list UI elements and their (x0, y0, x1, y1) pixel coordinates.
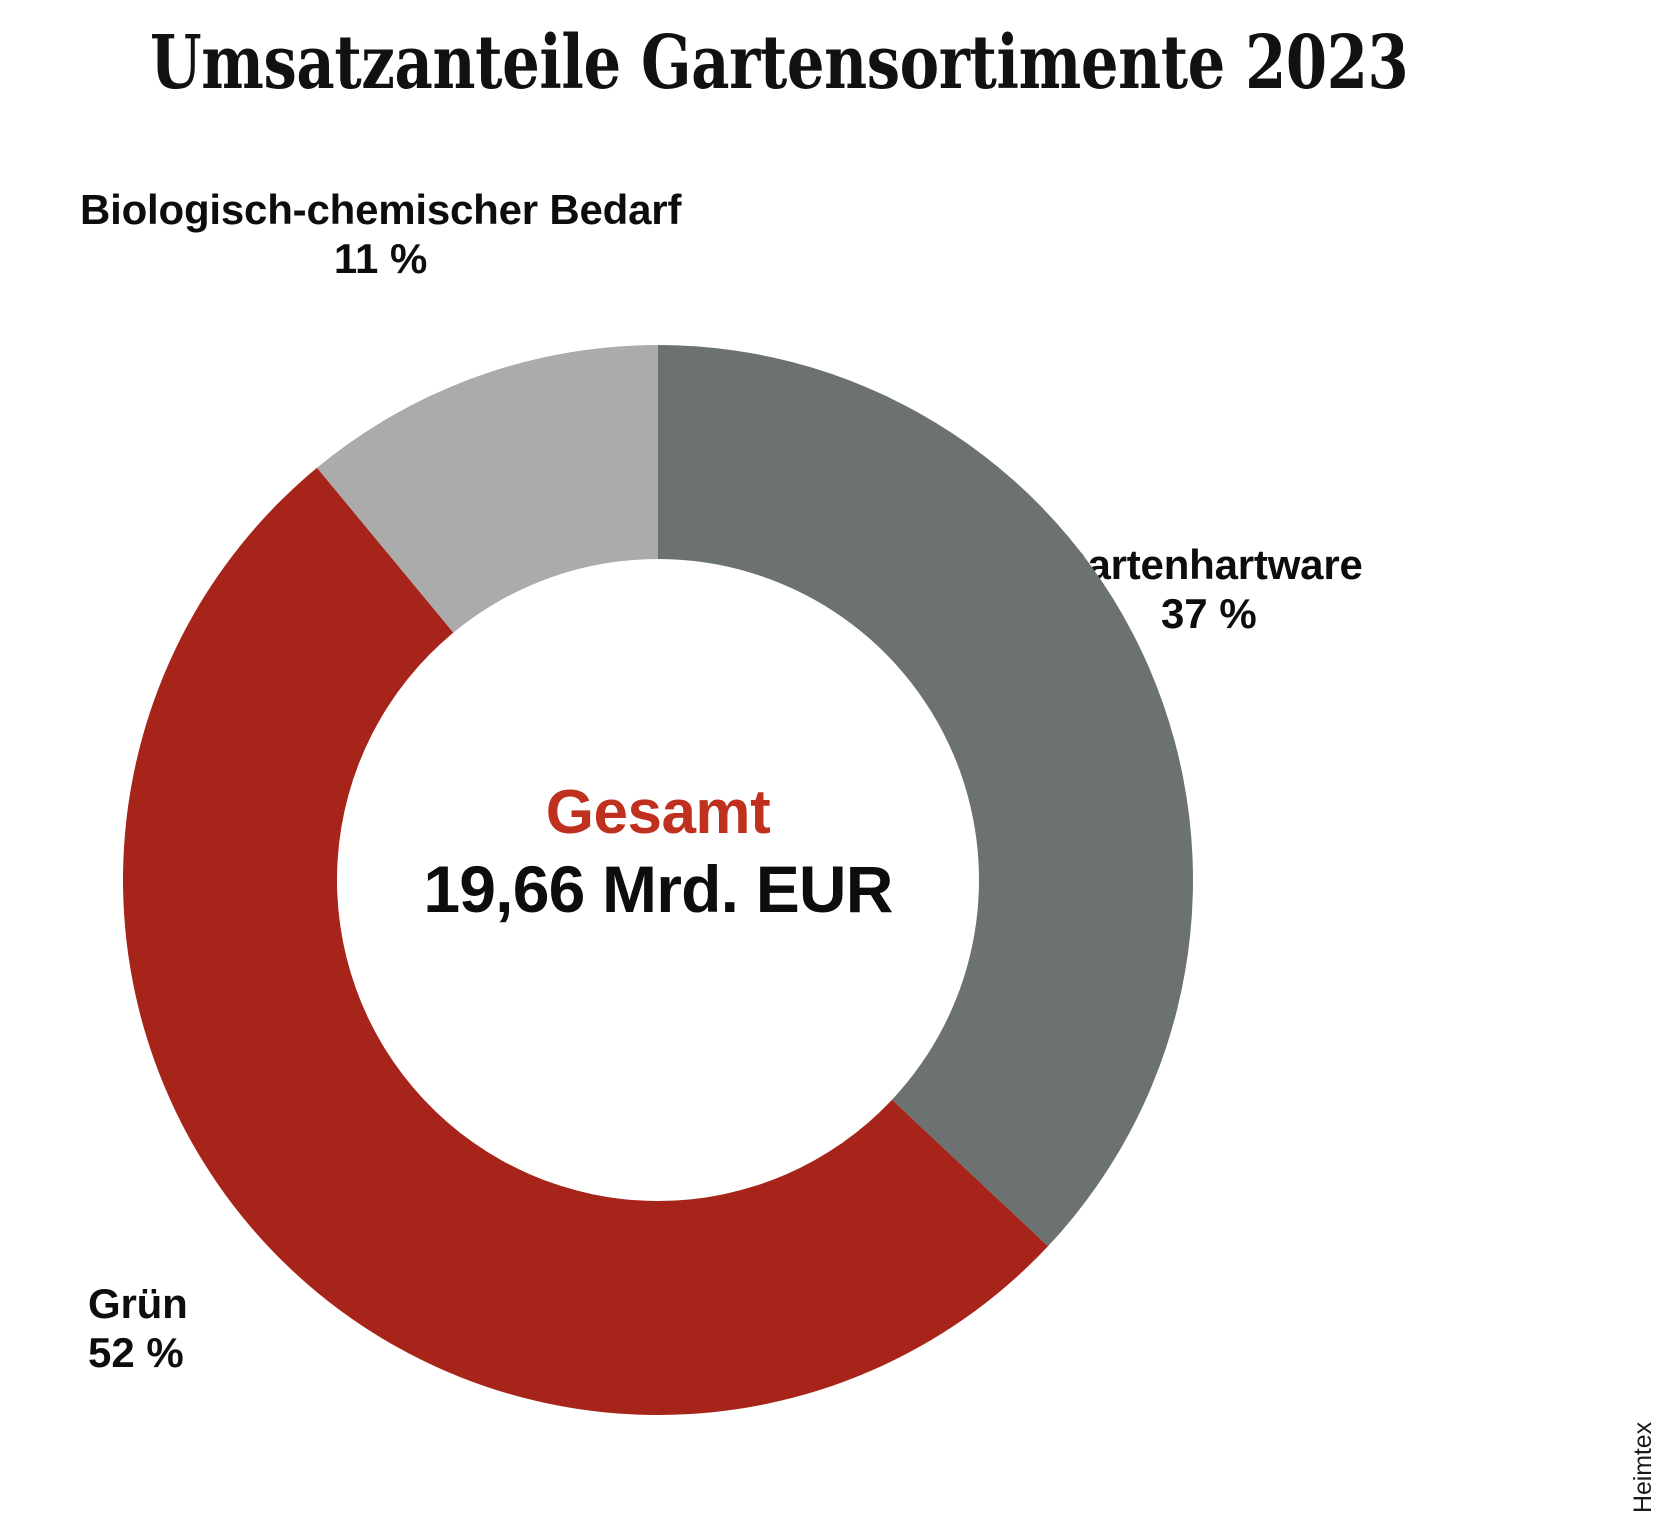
slice-callout-gartenhartware: Gartenhartware 37 % (1055, 541, 1363, 638)
donut-slice-biologisch-chemischer-bedarf[interactable]: Biologisch-chemischer Bedarf 11 % (316, 345, 658, 633)
donut-chart-svg: Gartenhartware 37 %Grün 52 %Biologisch-c… (123, 345, 1193, 1415)
donut-chart: Gartenhartware 37 %Grün 52 %Biologisch-c… (123, 345, 1193, 1415)
slice-callout-biologisch-chemischer-bedarf: Biologisch-chemischer Bedarf 11 % (80, 186, 681, 283)
donut-slice-gr-n[interactable]: Grün 52 % (123, 467, 1048, 1415)
donut-slice-group: Gartenhartware 37 %Grün 52 %Biologisch-c… (123, 345, 1193, 1415)
donut-slice-gartenhartware[interactable]: Gartenhartware 37 % (658, 345, 1193, 1247)
slice-callout-label-bio: Biologisch-chemischer Bedarf (80, 186, 682, 233)
slice-callout-gruen: Grün 52 % (88, 1280, 188, 1377)
slice-callout-value-bio: 11 % (333, 234, 428, 282)
slice-callout-value-hardware: 37 % (1160, 589, 1257, 637)
slice-callout-label-gruen: Grün (88, 1280, 188, 1327)
page-title: Umsatzanteile Gartensortimente 2023 (150, 20, 1409, 106)
source-note: Quelle: Klaus Peter Teipel Research & Co… (1629, 1422, 1658, 1518)
slice-callout-label-hardware: Gartenhartware (1055, 541, 1363, 588)
slice-callout-value-gruen: 52 % (88, 1328, 184, 1376)
